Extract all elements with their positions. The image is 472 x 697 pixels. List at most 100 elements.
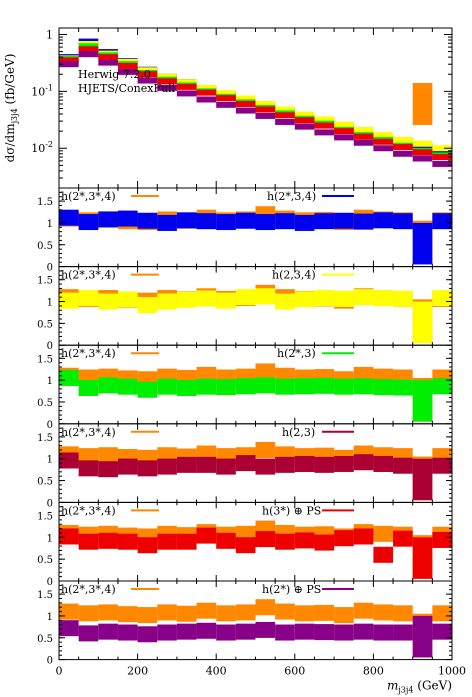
bin-4-11 (275, 112, 295, 119)
ratio-bin (432, 457, 452, 474)
bin-4-16 (373, 138, 394, 145)
bin-5-10 (255, 112, 276, 119)
bin-5-15 (353, 139, 374, 146)
ratio-ytick-label: 1.5 (37, 512, 53, 523)
ratio-bin (176, 379, 197, 396)
ratio-panel-5: 0 0.5 1 1.5 h(2*,3*,4) h(2*) ⊕ PS (37, 580, 453, 667)
ratio-ytick-label: 1 (47, 298, 53, 309)
ratio-series-label: h(2*,3) (277, 347, 316, 360)
bin-2-14 (334, 121, 354, 128)
ratio-bin (432, 531, 452, 548)
bin-4-14 (334, 128, 354, 135)
ratio-bin (98, 623, 118, 640)
bin-4-1 (78, 46, 99, 53)
bin-4-7 (196, 89, 217, 96)
bin-0-18 (412, 82, 433, 125)
xtick-label: 1000 (438, 665, 466, 678)
ratio-bin (59, 209, 79, 226)
ratio-bin (275, 624, 295, 641)
ref-ratio-bin (235, 604, 256, 621)
ref-ratio-bin (255, 363, 276, 380)
main-ylabel: dσ/dmj3j4 (fb/GeV) (3, 54, 19, 163)
ref-ratio-bin (117, 606, 138, 623)
ratio-ytick-label: 0 (47, 498, 53, 509)
ratio-bin (59, 620, 79, 637)
ratio-ytick-label: 1 (47, 455, 53, 466)
ref-ratio-bin (157, 604, 177, 621)
ratio-bin (78, 533, 99, 550)
ratio-bin (157, 293, 177, 310)
ratio-bin (196, 527, 217, 544)
ratio-series-label: h(3*) ⊕ PS (262, 504, 321, 517)
ratio-bin (59, 369, 79, 386)
ratio-ytick-label: 1.5 (37, 197, 53, 208)
bin-2-11 (275, 106, 295, 113)
ratio-bin (314, 377, 335, 394)
ratio-ytick-label: 1.5 (37, 590, 53, 601)
ratio-bin (176, 212, 197, 229)
bin-2-15 (353, 126, 374, 133)
ratio-bin (334, 530, 354, 547)
ratio-bin (59, 292, 79, 309)
ratio-bin (353, 623, 374, 640)
bin-4-5 (157, 78, 177, 85)
ratio-bin (393, 213, 413, 230)
bin-4-10 (255, 106, 276, 113)
ratio-bin (196, 456, 217, 473)
ratio-ytick-label: 1 (47, 533, 53, 544)
ref-ratio-bin (216, 605, 236, 622)
bin-5-4 (137, 77, 158, 84)
ratio-bin (137, 297, 158, 314)
ratio-bin (393, 530, 413, 547)
bin-5-5 (157, 84, 177, 91)
ratio-bin (98, 461, 118, 478)
bin-4-12 (294, 117, 315, 124)
bin-4-3 (117, 62, 138, 69)
ratio-bin (117, 210, 138, 227)
ratio-ytick-label: 0.5 (37, 319, 53, 330)
ratio-bin (412, 380, 433, 422)
ratio-bin (196, 622, 217, 639)
ratio-bin (78, 290, 99, 307)
ratio-bin (373, 624, 394, 641)
ratio-bin (294, 532, 315, 549)
ratio-bin (275, 293, 295, 310)
ratio-bin (393, 379, 413, 396)
ratio-bin (78, 460, 99, 477)
bin-2-7 (196, 84, 217, 91)
xtick-label: 400 (206, 665, 227, 678)
ratio-bin (314, 456, 335, 473)
ratio-ref-label: h(2*,3*,4) (61, 426, 116, 439)
ratio-panel-3: 0 0.5 1 1.5 h(2*,3*,4) h(2,3) (37, 423, 453, 509)
ratio-bin (235, 455, 256, 472)
bin-2-16 (373, 132, 394, 139)
ref-ratio-bin (78, 448, 99, 465)
ratio-bin (196, 290, 217, 307)
bin-5-2 (98, 59, 118, 66)
ref-ratio-bin (98, 604, 118, 621)
ref-ratio-bin (255, 599, 276, 616)
bin-4-13 (314, 122, 335, 129)
ratio-bin (353, 454, 374, 471)
ratio-bin (216, 532, 236, 549)
bin-5-0 (59, 61, 79, 68)
ratio-series-label: h(2,3,4) (272, 269, 316, 282)
ratio-bin (196, 213, 217, 230)
series-5 (59, 51, 452, 167)
ratio-ytick-label: 0 (47, 341, 53, 352)
bin-5-13 (314, 129, 335, 136)
bin-4-18 (412, 149, 433, 156)
ratio-bin (373, 379, 394, 396)
ratio-ytick-label: 1.5 (37, 433, 53, 444)
ratio-bin (432, 623, 452, 640)
bin-2-13 (314, 116, 335, 123)
ratio-ytick-label: 0.5 (37, 555, 53, 566)
ref-ratio-bin (196, 602, 217, 619)
ratio-bin (255, 531, 276, 548)
ref-ratio-bin (294, 605, 315, 622)
ratio-series-label: h(2*) ⊕ PS (262, 583, 321, 596)
bin-2-19 (432, 145, 452, 152)
series-4 (59, 46, 452, 161)
ratio-ytick-label: 1 (47, 219, 53, 230)
ratio-bin (78, 379, 99, 396)
